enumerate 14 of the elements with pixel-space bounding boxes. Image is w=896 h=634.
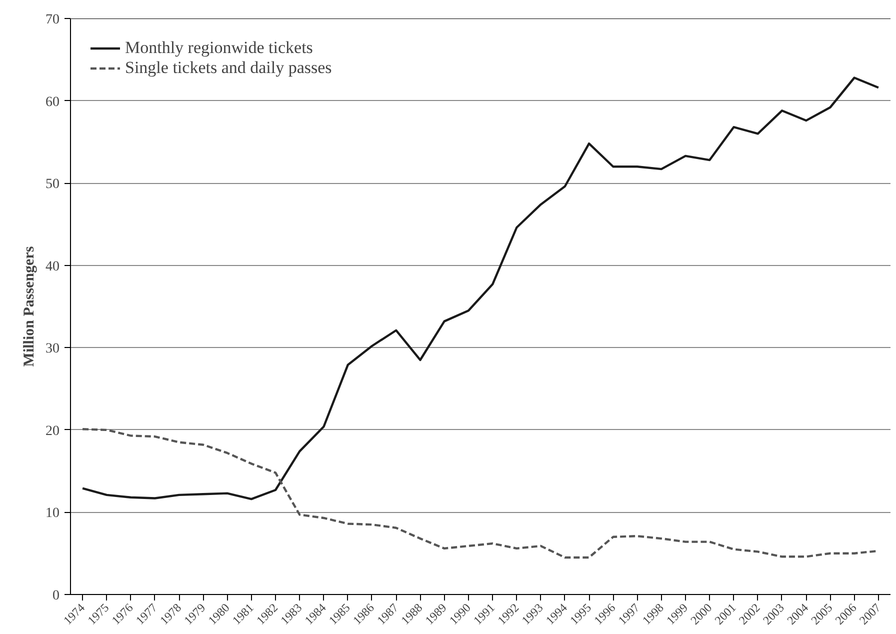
legend-label: Monthly regionwide tickets: [125, 38, 313, 58]
x-tick-label: 1981: [229, 600, 256, 628]
y-tick-label: 50: [46, 177, 60, 192]
x-tick-label: 1991: [470, 600, 498, 628]
y-tick-label: 30: [46, 342, 60, 357]
y-tick-label: 40: [46, 259, 60, 274]
legend-label: Single tickets and daily passes: [125, 58, 332, 78]
y-tick-label: 0: [52, 588, 60, 604]
y-tick-label: 10: [46, 506, 60, 522]
y-axis-title: Million Passengers: [22, 246, 38, 367]
y-tick-label: 70: [46, 12, 60, 28]
line-series: [81, 76, 880, 500]
y-tick-label: 60: [46, 94, 60, 110]
y-tick-label: 20: [46, 424, 60, 439]
